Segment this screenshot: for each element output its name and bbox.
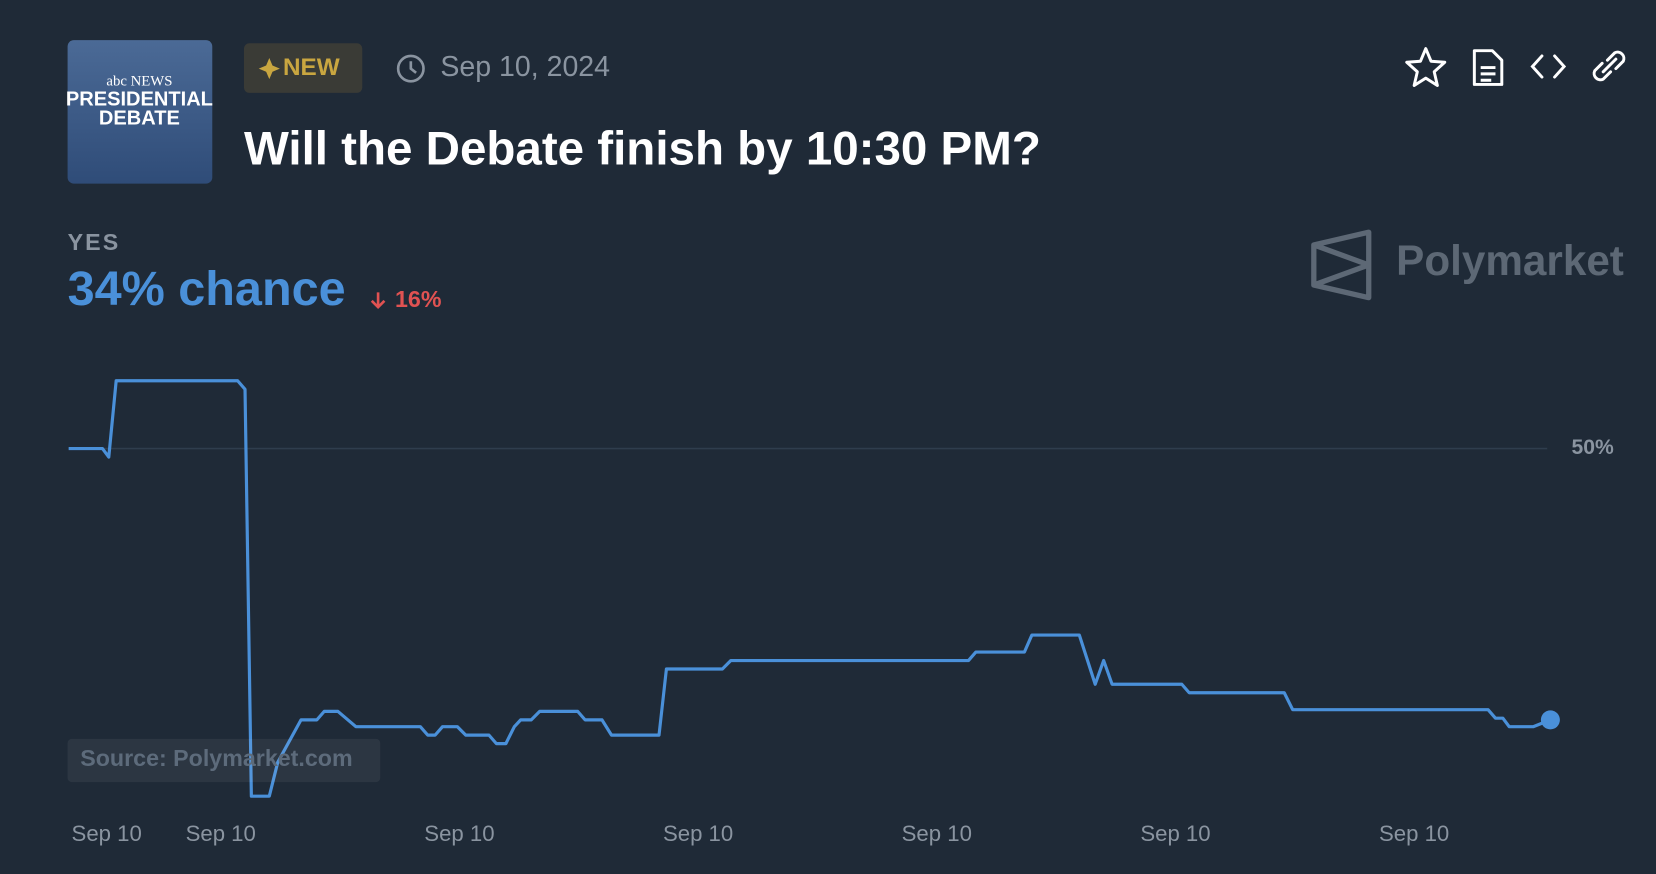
thumbnail-network: abc NEWS xyxy=(106,74,172,90)
source-bg xyxy=(67,738,381,783)
outcome: YES xyxy=(68,229,121,255)
clock-hands xyxy=(409,61,417,74)
price-line xyxy=(68,379,1551,798)
thumbnail-line1: PRESIDENTIAL xyxy=(66,89,213,111)
title: Will the Debate finish by 10:30 PM? xyxy=(244,123,1041,176)
embed-button[interactable] xyxy=(1530,54,1567,79)
x-tick-label: Sep 10 xyxy=(72,821,142,846)
thumbnail-bg xyxy=(67,40,213,184)
plot: 50% Sep 10 Sep 10 Sep 10 Sep 10 Sep 10 Sep 10 S… xyxy=(68,379,1614,846)
y-tick-label: 50% xyxy=(1571,436,1613,459)
current-point xyxy=(1540,710,1560,730)
clock-icon xyxy=(396,54,425,83)
thumbnail-line2: DEBATE xyxy=(99,108,180,130)
x-tick-label: Sep 10 xyxy=(1379,821,1449,846)
chance: 34% chance xyxy=(68,262,346,316)
favorite-button[interactable] xyxy=(1405,47,1447,87)
badge-icon xyxy=(258,58,280,80)
badge: NEW xyxy=(283,54,340,81)
thumbnail: abc NEWS PRESIDENTIAL DEBATE xyxy=(66,40,213,184)
link-button[interactable] xyxy=(1592,50,1626,82)
date: Sep 10, 2024 xyxy=(440,51,610,83)
change: 16% xyxy=(395,286,442,312)
badge-bg xyxy=(243,43,363,93)
brand-logo xyxy=(1311,229,1372,301)
source: Source: Polymarket.com xyxy=(80,745,352,771)
x-tick-label: Sep 10 xyxy=(663,821,733,846)
x-tick-label: Sep 10 xyxy=(1140,821,1210,846)
x-tick-label: Sep 10 xyxy=(424,821,494,846)
brand: Polymarket xyxy=(1396,237,1624,284)
change-arrow xyxy=(370,292,386,310)
document-button[interactable] xyxy=(1472,49,1504,86)
x-tick-label: Sep 10 xyxy=(186,821,256,846)
x-tick-label: Sep 10 xyxy=(902,821,972,846)
